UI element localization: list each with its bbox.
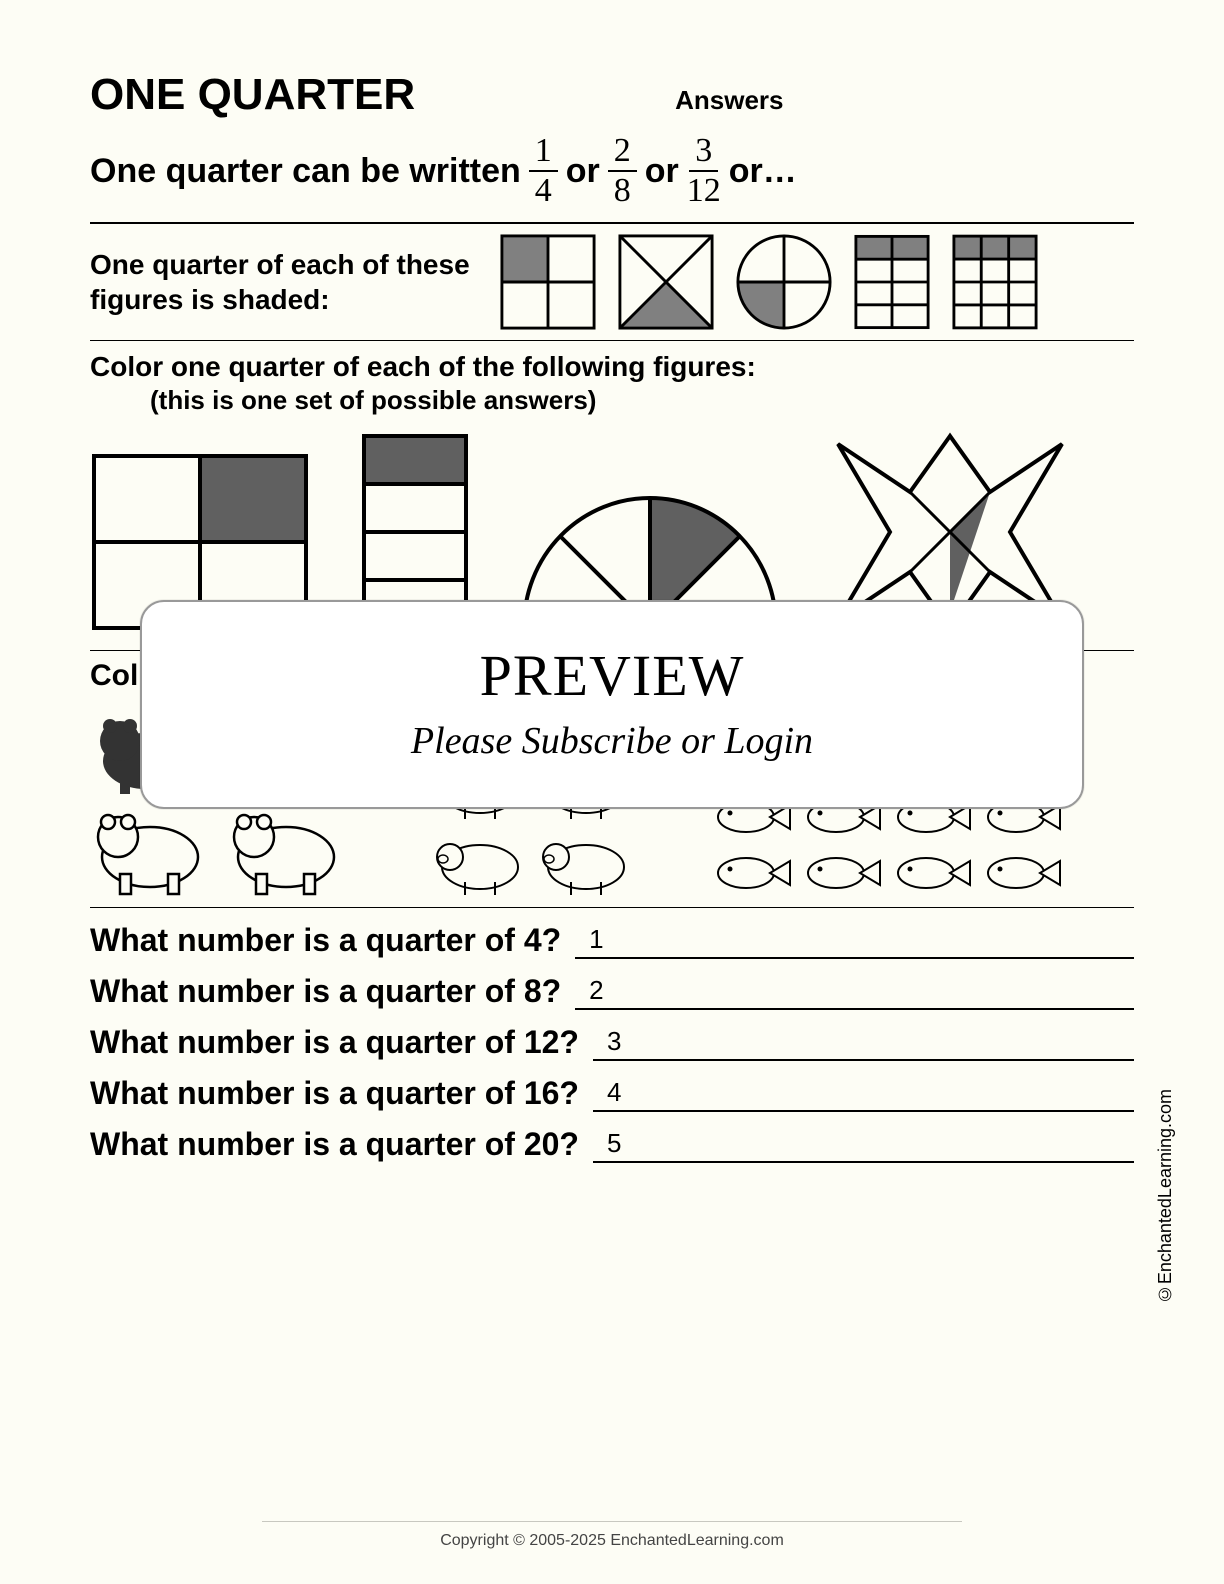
answer-blank: 5 [593,1128,1134,1163]
preview-overlay: PREVIEW Please Subscribe or Login [140,600,1084,809]
answer-blank: 3 [593,1026,1134,1061]
question-row: What number is a quarter of 8? 2 [90,973,1134,1010]
question-row: What number is a quarter of 12? 3 [90,1024,1134,1061]
bear-icon [90,802,220,897]
section-b-instr: Color one quarter of each of the followi… [90,349,1134,385]
question-text: What number is a quarter of 4? [90,922,561,959]
divider [90,222,1134,224]
frac-num: 3 [689,134,718,172]
intro-line: One quarter can be written 1 4 or 2 8 or… [90,134,1134,208]
fish-icon [980,847,1064,897]
bear-icon [226,802,356,897]
answers-label: Answers [675,85,783,116]
intro-prefix: One quarter can be written [90,152,521,191]
fish-icon [800,847,884,897]
question-row: What number is a quarter of 4? 1 [90,922,1134,959]
pig-icon [430,827,530,897]
divider [90,907,1134,908]
question-row: What number is a quarter of 20? 5 [90,1126,1134,1163]
pig-icon [536,827,636,897]
figure-circle-4 [736,234,832,330]
overlay-subtitle[interactable]: Please Subscribe or Login [172,719,1052,763]
frac-den: 4 [535,172,552,208]
frac-den: 12 [687,172,721,208]
intro-or: or [645,152,679,191]
overlay-title: PREVIEW [172,642,1052,709]
figure-square-2x2 [500,234,596,330]
footer-copyright: Copyright © 2005-2025 EnchantedLearning.… [262,1521,962,1550]
figure-grid-3x4 [952,234,1038,330]
frac-den: 8 [614,172,631,208]
page-title: ONE QUARTER [90,70,415,120]
fraction-3-12: 3 12 [687,134,721,208]
frac-num: 2 [608,134,637,172]
frac-num: 1 [529,134,558,172]
section-a-figures [500,234,1038,330]
question-row: What number is a quarter of 16? 4 [90,1075,1134,1112]
figure-grid-2x4 [854,234,930,330]
question-text: What number is a quarter of 20? [90,1126,579,1163]
questions-list: What number is a quarter of 4? 1 What nu… [90,922,1134,1163]
figure-square-x [618,234,714,330]
fish-icon [890,847,974,897]
side-credit: ©EnchantedLearning.com [1155,1089,1176,1304]
section-b-sub: (this is one set of possible answers) [150,385,1134,416]
answer-blank: 4 [593,1077,1134,1112]
answer-blank: 1 [575,924,1134,959]
fraction-1-4: 1 4 [529,134,558,208]
question-text: What number is a quarter of 8? [90,973,561,1010]
intro-or: or [566,152,600,191]
divider [90,340,1134,341]
question-text: What number is a quarter of 16? [90,1075,579,1112]
answer-blank: 2 [575,975,1134,1010]
fish-icon [710,847,794,897]
question-text: What number is a quarter of 12? [90,1024,579,1061]
section-a-text: One quarter of each of these figures is … [90,247,470,317]
fraction-2-8: 2 8 [608,134,637,208]
intro-trail: or… [729,152,797,191]
